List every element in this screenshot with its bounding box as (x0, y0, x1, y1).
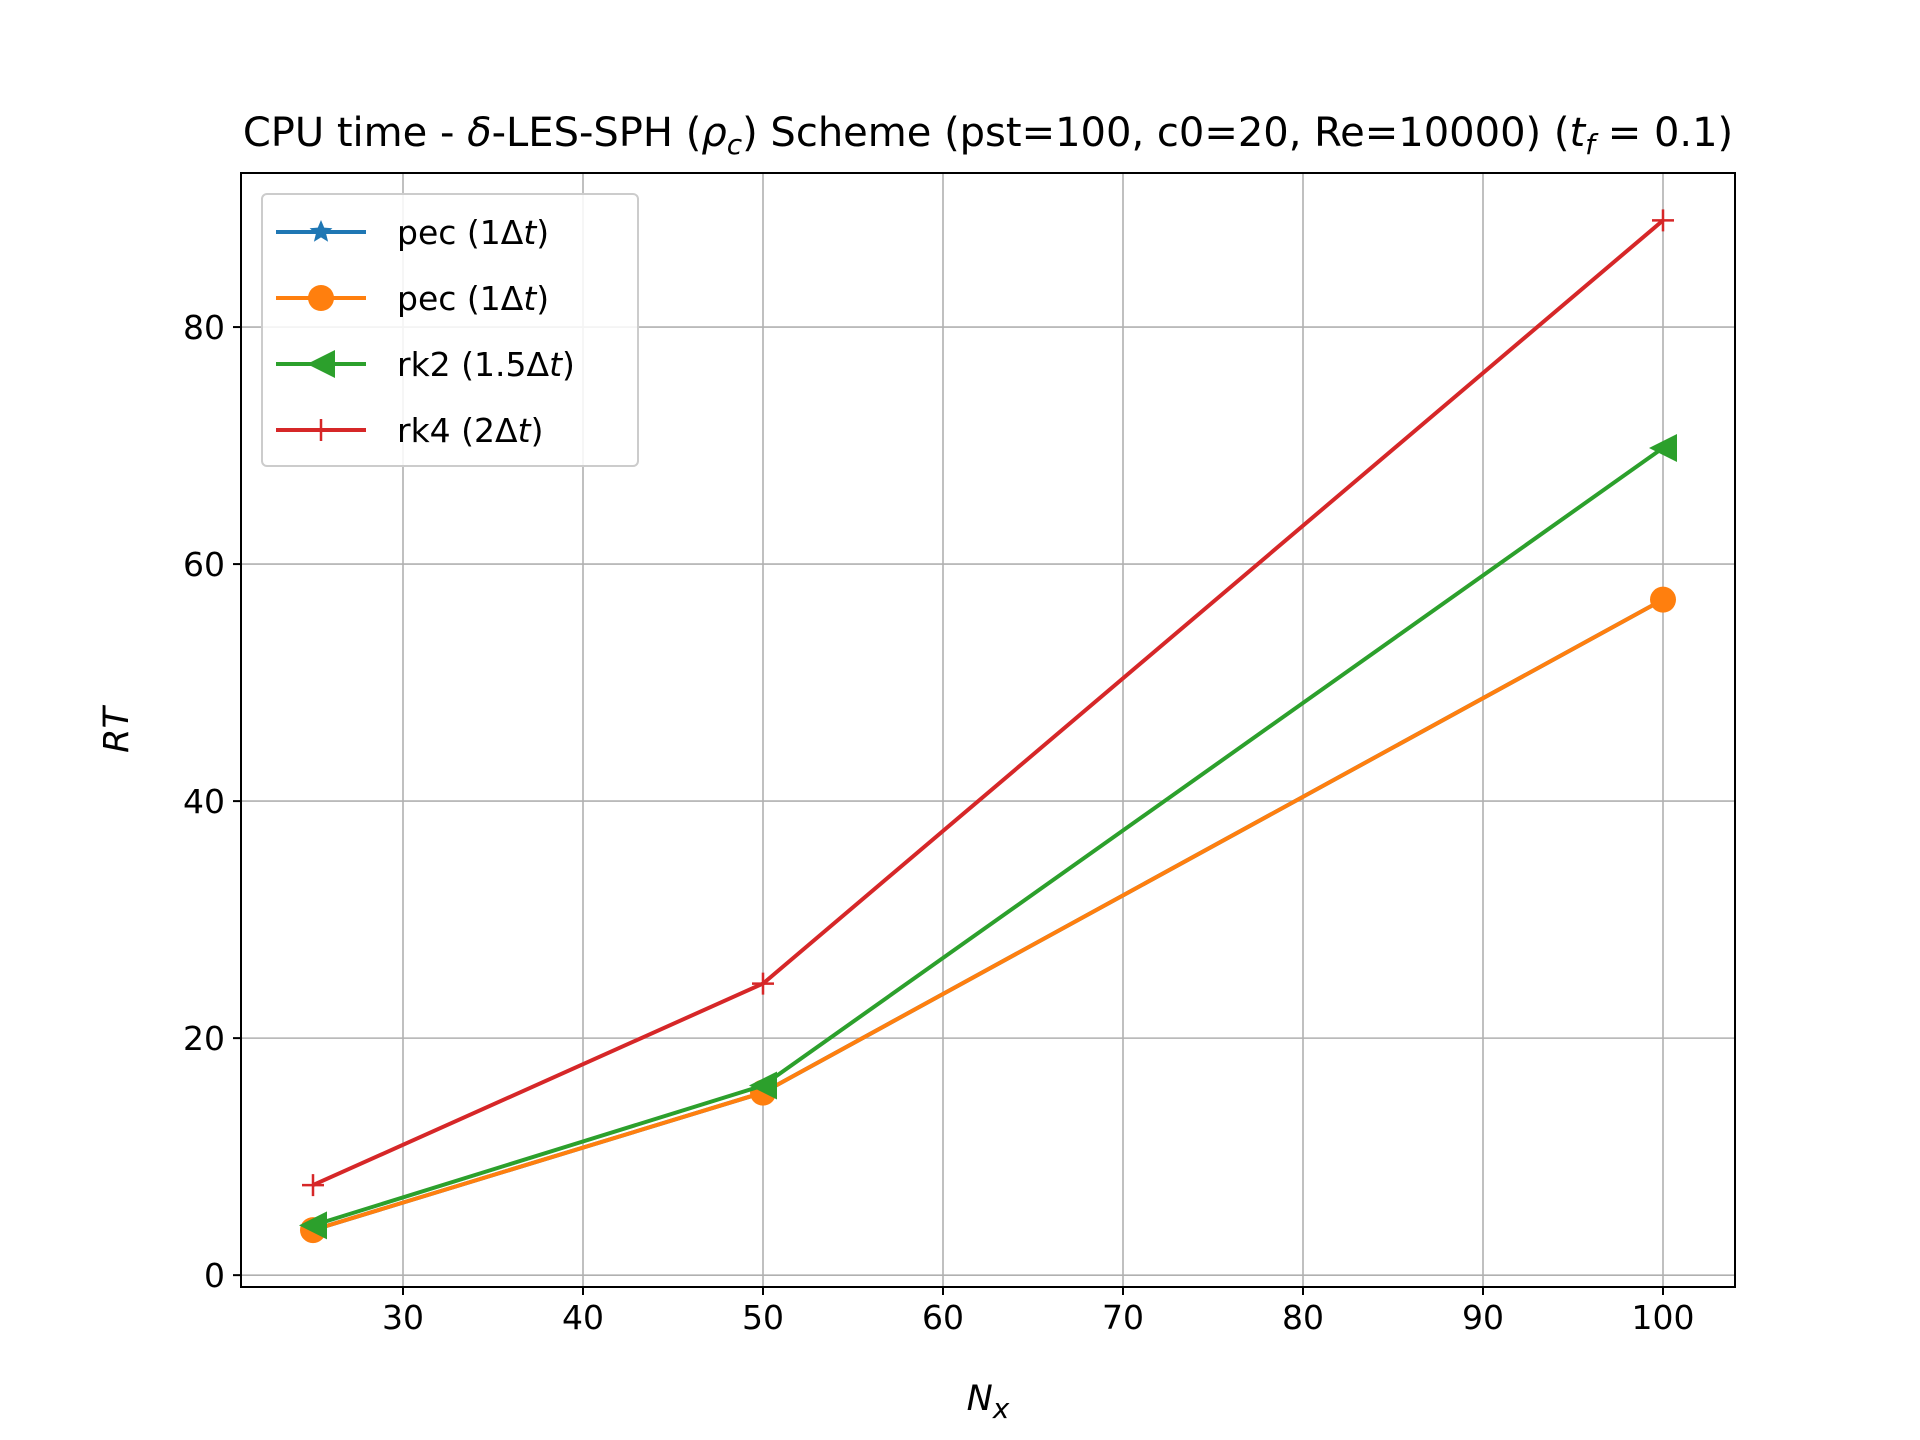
data-point (1652, 209, 1674, 232)
legend: pec (1Δt) pec (1Δt) rk2 (1.5Δt) rk4 (2Δt) (261, 193, 639, 467)
legend-label: rk2 (1.5Δt) (397, 345, 575, 384)
x-tick-label: 40 (562, 1298, 604, 1337)
legend-item: rk2 (1.5Δt) (276, 345, 575, 384)
series-1 (300, 586, 1676, 1244)
legend-label: rk4 (2Δt) (397, 411, 543, 450)
legend-marker (307, 350, 335, 378)
data-point (1649, 433, 1677, 462)
series-line (312, 597, 1664, 1233)
legend-label: pec (1Δt) (397, 279, 549, 318)
x-axis: 30 40 50 60 70 80 90 100 (382, 1287, 1695, 1337)
series-0 (301, 587, 1675, 1240)
data-point (299, 1211, 327, 1240)
legend-item: rk4 (2Δt) (276, 411, 543, 450)
data-point (752, 972, 774, 995)
legend-label: pec (1Δt) (397, 213, 549, 252)
data-point (1650, 586, 1676, 613)
legend-marker (309, 220, 333, 242)
y-axis: 0 20 40 60 80 (183, 308, 241, 1295)
chart-title: CPU time - δ-LES-SPH (ρc) Scheme (pst=10… (243, 110, 1733, 161)
legend-marker (308, 285, 334, 311)
y-tick-label: 20 (183, 1019, 225, 1058)
x-tick-label: 50 (742, 1298, 784, 1337)
grid-lines (241, 173, 1735, 1287)
series-line (312, 597, 1664, 1233)
y-tick-label: 0 (204, 1256, 225, 1295)
legend-marker (310, 419, 332, 441)
x-axis-label: Nx (967, 1379, 1010, 1425)
x-tick-label: 30 (382, 1298, 424, 1337)
legend-item: pec (1Δt) (276, 279, 549, 318)
x-tick-label: 80 (1282, 1298, 1324, 1337)
series-3 (302, 209, 1674, 1197)
y-tick-label: 60 (183, 545, 225, 584)
data-point (302, 1174, 324, 1197)
y-tick-label: 40 (183, 782, 225, 821)
y-axis-label: RT (97, 705, 137, 753)
x-tick-label: 70 (1102, 1298, 1144, 1337)
x-tick-label: 90 (1462, 1298, 1504, 1337)
plot-area-frame (240, 172, 1736, 1288)
data-point (749, 1071, 777, 1100)
legend-item: pec (1Δt) (276, 213, 549, 252)
x-tick-label: 60 (922, 1298, 964, 1337)
series-lines (299, 209, 1677, 1244)
x-tick-label: 100 (1632, 1298, 1695, 1337)
legend-box (261, 193, 639, 467)
series-2 (299, 433, 1677, 1240)
y-tick-label: 80 (183, 308, 225, 347)
